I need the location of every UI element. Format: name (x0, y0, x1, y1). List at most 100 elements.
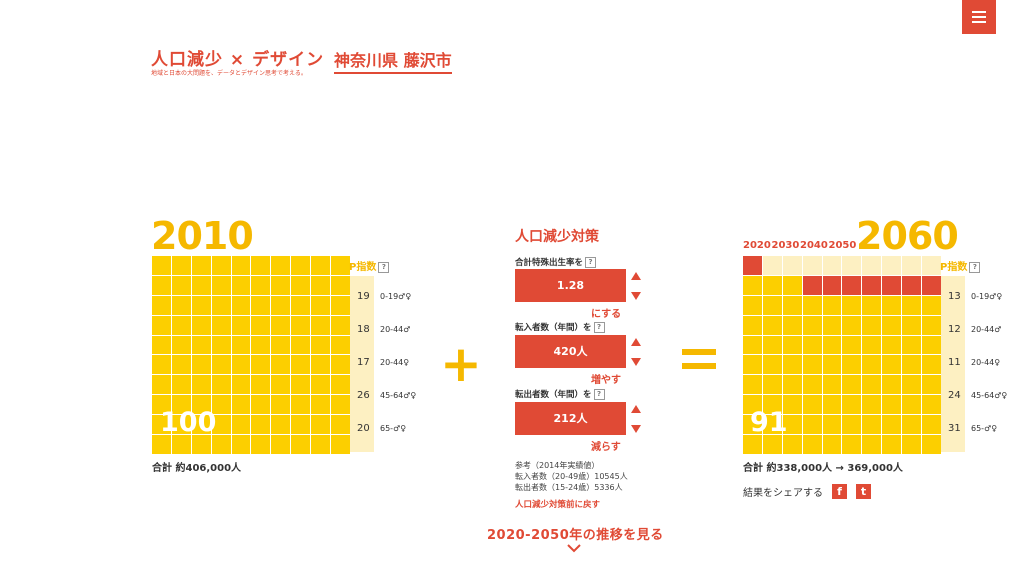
plus-icon: + (440, 335, 482, 393)
move-out-value[interactable]: 212人 (515, 402, 626, 435)
grid-cell (902, 355, 922, 375)
move-in-action: 増やす (591, 375, 621, 386)
grid-cell (331, 355, 350, 375)
twitter-share-button[interactable]: t (856, 484, 871, 499)
grid-cell (922, 315, 941, 335)
grid-cell (251, 275, 271, 295)
grid-cell (271, 335, 291, 355)
chevron-down-icon[interactable] (567, 544, 581, 553)
transition-link[interactable]: 2020-2050年の推移を見る (487, 528, 664, 543)
grid-cell (251, 295, 271, 315)
p-index-value: 18 (357, 324, 370, 335)
fertility-down-icon[interactable] (631, 292, 641, 300)
grid-cell (251, 315, 271, 335)
grid-cell (762, 375, 782, 395)
grid-cell (211, 315, 231, 335)
grid-cell (311, 375, 331, 395)
grid-cell (152, 295, 171, 315)
move-in-up-icon[interactable] (631, 338, 641, 346)
grid-cell (743, 435, 762, 454)
reset-link[interactable]: 人口減少対策前に戻す (515, 500, 601, 510)
grid-cell (862, 375, 882, 395)
move-out-down-icon[interactable] (631, 425, 641, 433)
grid-cell (862, 256, 882, 275)
grid-cell (902, 335, 922, 355)
help-icon[interactable]: ? (969, 261, 981, 273)
grid-cell (231, 395, 251, 415)
grid-cell (762, 275, 782, 295)
grid-cell (922, 295, 941, 315)
grid-cell (291, 435, 311, 454)
grid-cell (231, 435, 251, 454)
total-2060: 合計 約338,000人 → 369,000人 (743, 463, 903, 474)
grid-cell (822, 375, 842, 395)
facebook-share-button[interactable]: f (832, 484, 847, 499)
fertility-value[interactable]: 1.28 (515, 269, 626, 302)
help-icon[interactable]: ? (378, 261, 390, 273)
age-group-label: 20-44♀ (380, 358, 410, 367)
decade-tab[interactable]: 2040 (800, 240, 828, 251)
grid-cell (782, 375, 802, 395)
decade-tab[interactable]: 2030 (771, 240, 800, 251)
grid-cell (842, 275, 862, 295)
menu-button[interactable] (962, 0, 996, 34)
p-index-value: 17 (357, 357, 370, 368)
grid-cell (743, 275, 762, 295)
grid-cell (782, 395, 802, 415)
grid-cell (251, 435, 271, 454)
grid-cell (331, 375, 350, 395)
grid-cell (842, 395, 862, 415)
grid-cell (802, 355, 822, 375)
index-2060: 91 (750, 407, 788, 438)
age-group-label: 45-64♂♀ (380, 391, 417, 400)
grid-cell (782, 275, 802, 295)
grid-cell (311, 415, 331, 435)
grid-cell (231, 256, 251, 275)
grid-cell (902, 256, 922, 275)
city-selector[interactable]: 神奈川県 藤沢市 (334, 47, 452, 74)
help-icon[interactable]: ? (593, 389, 605, 400)
site-title[interactable]: 人口減少 × デザイン (151, 50, 325, 70)
p-index-header: P指数? (940, 258, 981, 273)
grid-cell (291, 355, 311, 375)
grid-cell (922, 355, 941, 375)
grid-cell (743, 315, 762, 335)
move-in-down-icon[interactable] (631, 358, 641, 366)
help-icon[interactable]: ? (593, 322, 605, 333)
grid-cell (271, 375, 291, 395)
grid-cell (802, 435, 822, 454)
age-group-label: 0-19♂♀ (971, 292, 1003, 301)
decade-tab[interactable]: 2050 (828, 240, 857, 251)
move-out-up-icon[interactable] (631, 405, 641, 413)
grid-cell (291, 315, 311, 335)
grid-cell (822, 355, 842, 375)
p-index-value: 20 (357, 423, 370, 434)
grid-cell (922, 275, 941, 295)
age-group-label: 65-♂♀ (971, 424, 998, 433)
grid-cell (842, 335, 862, 355)
grid-cell (902, 395, 922, 415)
grid-cell (902, 295, 922, 315)
p-index-value: 12 (948, 324, 961, 335)
grid-cell (152, 435, 171, 454)
grid-cell (152, 375, 171, 395)
help-icon[interactable]: ? (585, 257, 597, 268)
grid-cell (191, 335, 211, 355)
grid-cell (842, 315, 862, 335)
grid-cell (782, 415, 802, 435)
age-group-label: 20-44♂ (380, 325, 411, 334)
grid-cell (311, 395, 331, 415)
grid-cell (922, 435, 941, 454)
index-2010: 100 (160, 407, 217, 438)
grid-cell (191, 435, 211, 454)
grid-cell (782, 315, 802, 335)
grid-cell (231, 295, 251, 315)
grid-cell (882, 355, 902, 375)
fertility-up-icon[interactable] (631, 272, 641, 280)
grid-cell (291, 295, 311, 315)
decade-tab[interactable]: 2020 (743, 240, 771, 251)
move-in-value[interactable]: 420人 (515, 335, 626, 368)
grid-cell (743, 395, 762, 415)
grid-cell (882, 256, 902, 275)
year-2010: 2010 (151, 214, 254, 258)
